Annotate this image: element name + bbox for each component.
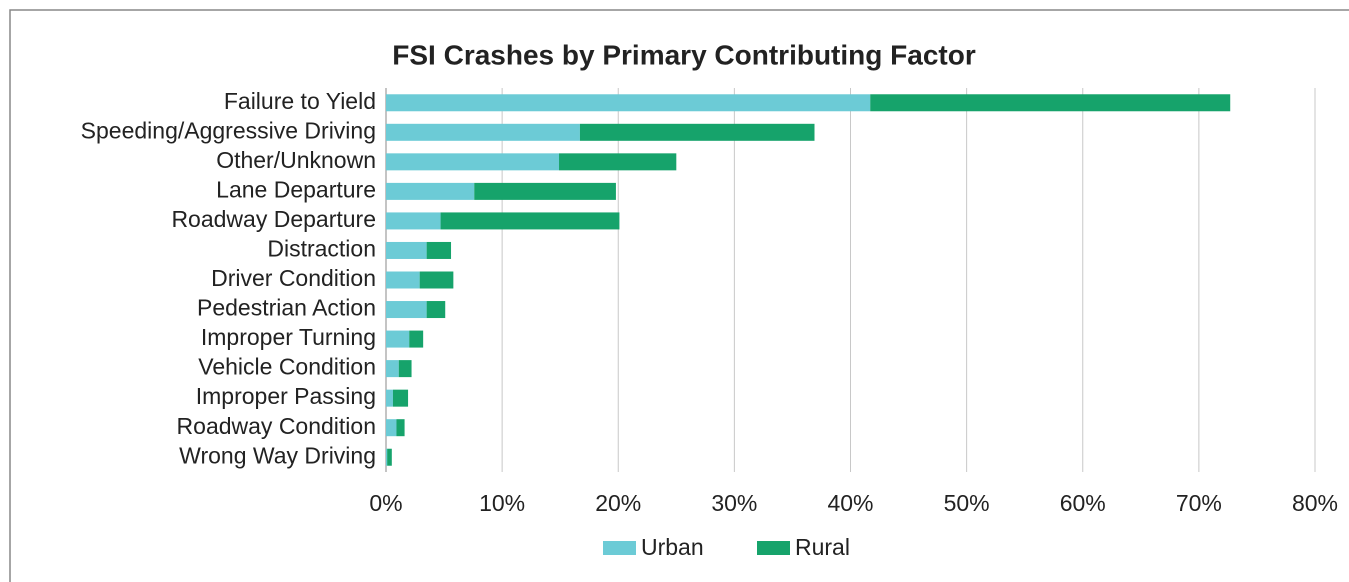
bar-segment [386, 182, 475, 200]
bar-segment [386, 389, 393, 407]
x-tick-label: 60% [1060, 490, 1106, 516]
x-tick-label: 20% [595, 490, 641, 516]
x-tick-label: 70% [1176, 490, 1222, 516]
x-tick-label: 10% [479, 490, 525, 516]
bar-segment [386, 301, 427, 319]
legend-swatch [603, 541, 636, 555]
y-tick-label: Driver Condition [211, 265, 376, 291]
frame [9, 9, 1349, 582]
bar-segment [386, 241, 427, 259]
bar-segment [559, 153, 677, 171]
chart-title: FSI Crashes by Primary Contributing Fact… [392, 39, 976, 70]
y-tick-label: Pedestrian Action [197, 295, 376, 321]
bar-segment [392, 389, 409, 407]
y-tick-label: Improper Turning [201, 324, 376, 350]
y-tick-label: Distraction [267, 236, 376, 262]
legend-label: Urban [641, 534, 704, 560]
bar-segment [386, 448, 388, 466]
bar-segment [386, 123, 580, 141]
y-tick-label: Lane Departure [216, 176, 376, 202]
y-tick-label: Roadway Departure [171, 206, 376, 232]
y-tick-label: Failure to Yield [224, 88, 376, 114]
x-tick-label: 30% [711, 490, 757, 516]
y-tick-label: Improper Passing [196, 383, 376, 409]
bar-segment [386, 360, 399, 378]
y-tick-label: Speeding/Aggressive Driving [81, 117, 376, 143]
bar-segment [579, 123, 815, 141]
x-tick-label: 40% [827, 490, 873, 516]
y-tick-label: Vehicle Condition [198, 354, 376, 380]
bar-segment [474, 182, 616, 200]
y-tick-label: Roadway Condition [177, 413, 376, 439]
bar-segment [386, 271, 420, 289]
bar-segment [426, 241, 452, 259]
y-tick-label: Wrong Way Driving [179, 442, 376, 468]
x-tick-label: 0% [369, 490, 402, 516]
bar-segment [386, 419, 397, 437]
bar-segment [419, 271, 454, 289]
bar-segment [387, 448, 392, 466]
bar-segment [386, 153, 560, 171]
y-tick-label: Other/Unknown [216, 147, 376, 173]
legend-label: Rural [795, 534, 850, 560]
bar-segment [440, 212, 620, 230]
bar-segment [426, 301, 446, 319]
bar-segment [398, 360, 412, 378]
x-tick-label: 50% [944, 490, 990, 516]
bar-segment [870, 94, 1231, 112]
legend-swatch [757, 541, 790, 555]
bar-segment [386, 212, 441, 230]
bar-segment [396, 419, 405, 437]
bar-segment [409, 330, 424, 348]
bar-segment [386, 330, 410, 348]
bar-segment [386, 94, 871, 112]
x-tick-label: 80% [1292, 490, 1338, 516]
